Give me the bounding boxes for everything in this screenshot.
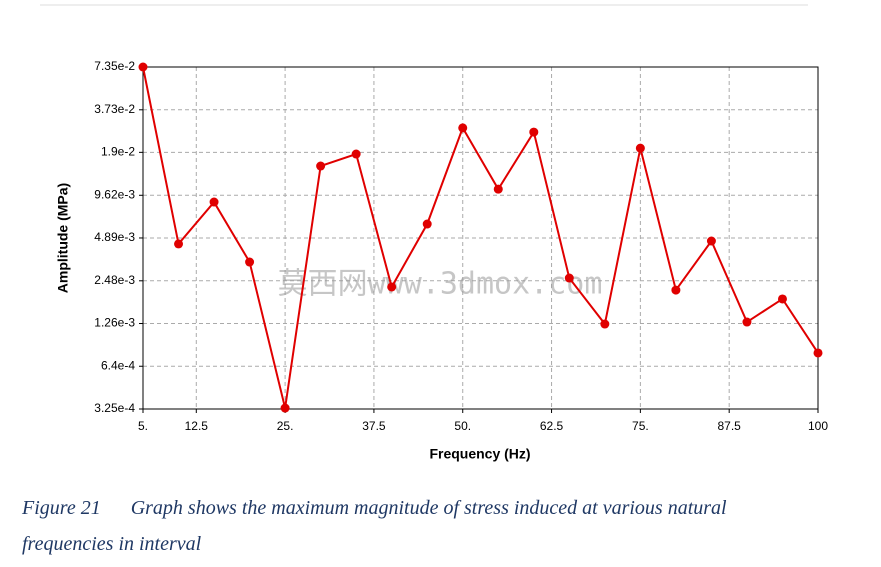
x-tick-label: 50. xyxy=(454,419,471,433)
point xyxy=(387,282,397,292)
x-tick-label: 87.5 xyxy=(718,419,742,433)
point xyxy=(529,127,539,137)
point xyxy=(245,257,255,267)
point xyxy=(209,197,219,207)
y-tick-label: 7.35e-2 xyxy=(94,59,135,73)
caption-label: Figure 21 xyxy=(22,497,101,519)
series-line xyxy=(142,66,819,409)
caption: Figure 21 Graph shows the maximum magnitu… xyxy=(22,490,782,562)
chart: Frequency (Hz) Amplitude (MPa) 3.25e-4 6.… xyxy=(40,4,828,462)
point xyxy=(351,149,361,159)
caption-text: Graph shows the maximum magnitude of str… xyxy=(22,497,727,555)
watermark: 莫西网www.3dmox.com xyxy=(278,267,603,302)
y-tick-label: 1.9e-2 xyxy=(101,145,135,159)
point xyxy=(635,143,645,153)
point xyxy=(458,123,468,133)
point xyxy=(422,219,432,229)
point xyxy=(564,273,574,283)
x-tick-label: 100 xyxy=(808,419,828,433)
point xyxy=(813,348,823,358)
x-tick-label: 62.5 xyxy=(540,419,564,433)
y-tick-label: 3.73e-2 xyxy=(94,102,135,116)
y-tick-label: 2.48e-3 xyxy=(94,273,135,287)
plot-frame xyxy=(142,66,819,410)
y-tick-label: 3.25e-4 xyxy=(94,401,135,415)
point xyxy=(600,319,610,329)
y-tick-label: 4.89e-3 xyxy=(94,230,135,244)
point xyxy=(280,403,290,413)
y-tick-label: 9.62e-3 xyxy=(94,187,135,201)
x-tick-label: 25. xyxy=(277,419,294,433)
x-tick-label: 12.5 xyxy=(185,419,209,433)
x-tick-label: 37.5 xyxy=(362,419,386,433)
point xyxy=(174,239,184,249)
x-tick-label: 75. xyxy=(632,419,649,433)
y-tick-label: 6.4e-4 xyxy=(101,358,135,372)
x-axis-label: Frequency (Hz) xyxy=(429,446,530,462)
x-tick-label: 5. xyxy=(138,419,148,433)
point xyxy=(138,62,148,72)
point xyxy=(706,236,716,246)
point xyxy=(671,285,681,295)
point xyxy=(777,294,787,304)
y-axis-label: Amplitude (MPa) xyxy=(55,183,71,293)
point xyxy=(493,184,503,194)
point xyxy=(316,161,326,171)
y-tick-label: 1.26e-3 xyxy=(94,316,135,330)
point xyxy=(742,317,752,327)
